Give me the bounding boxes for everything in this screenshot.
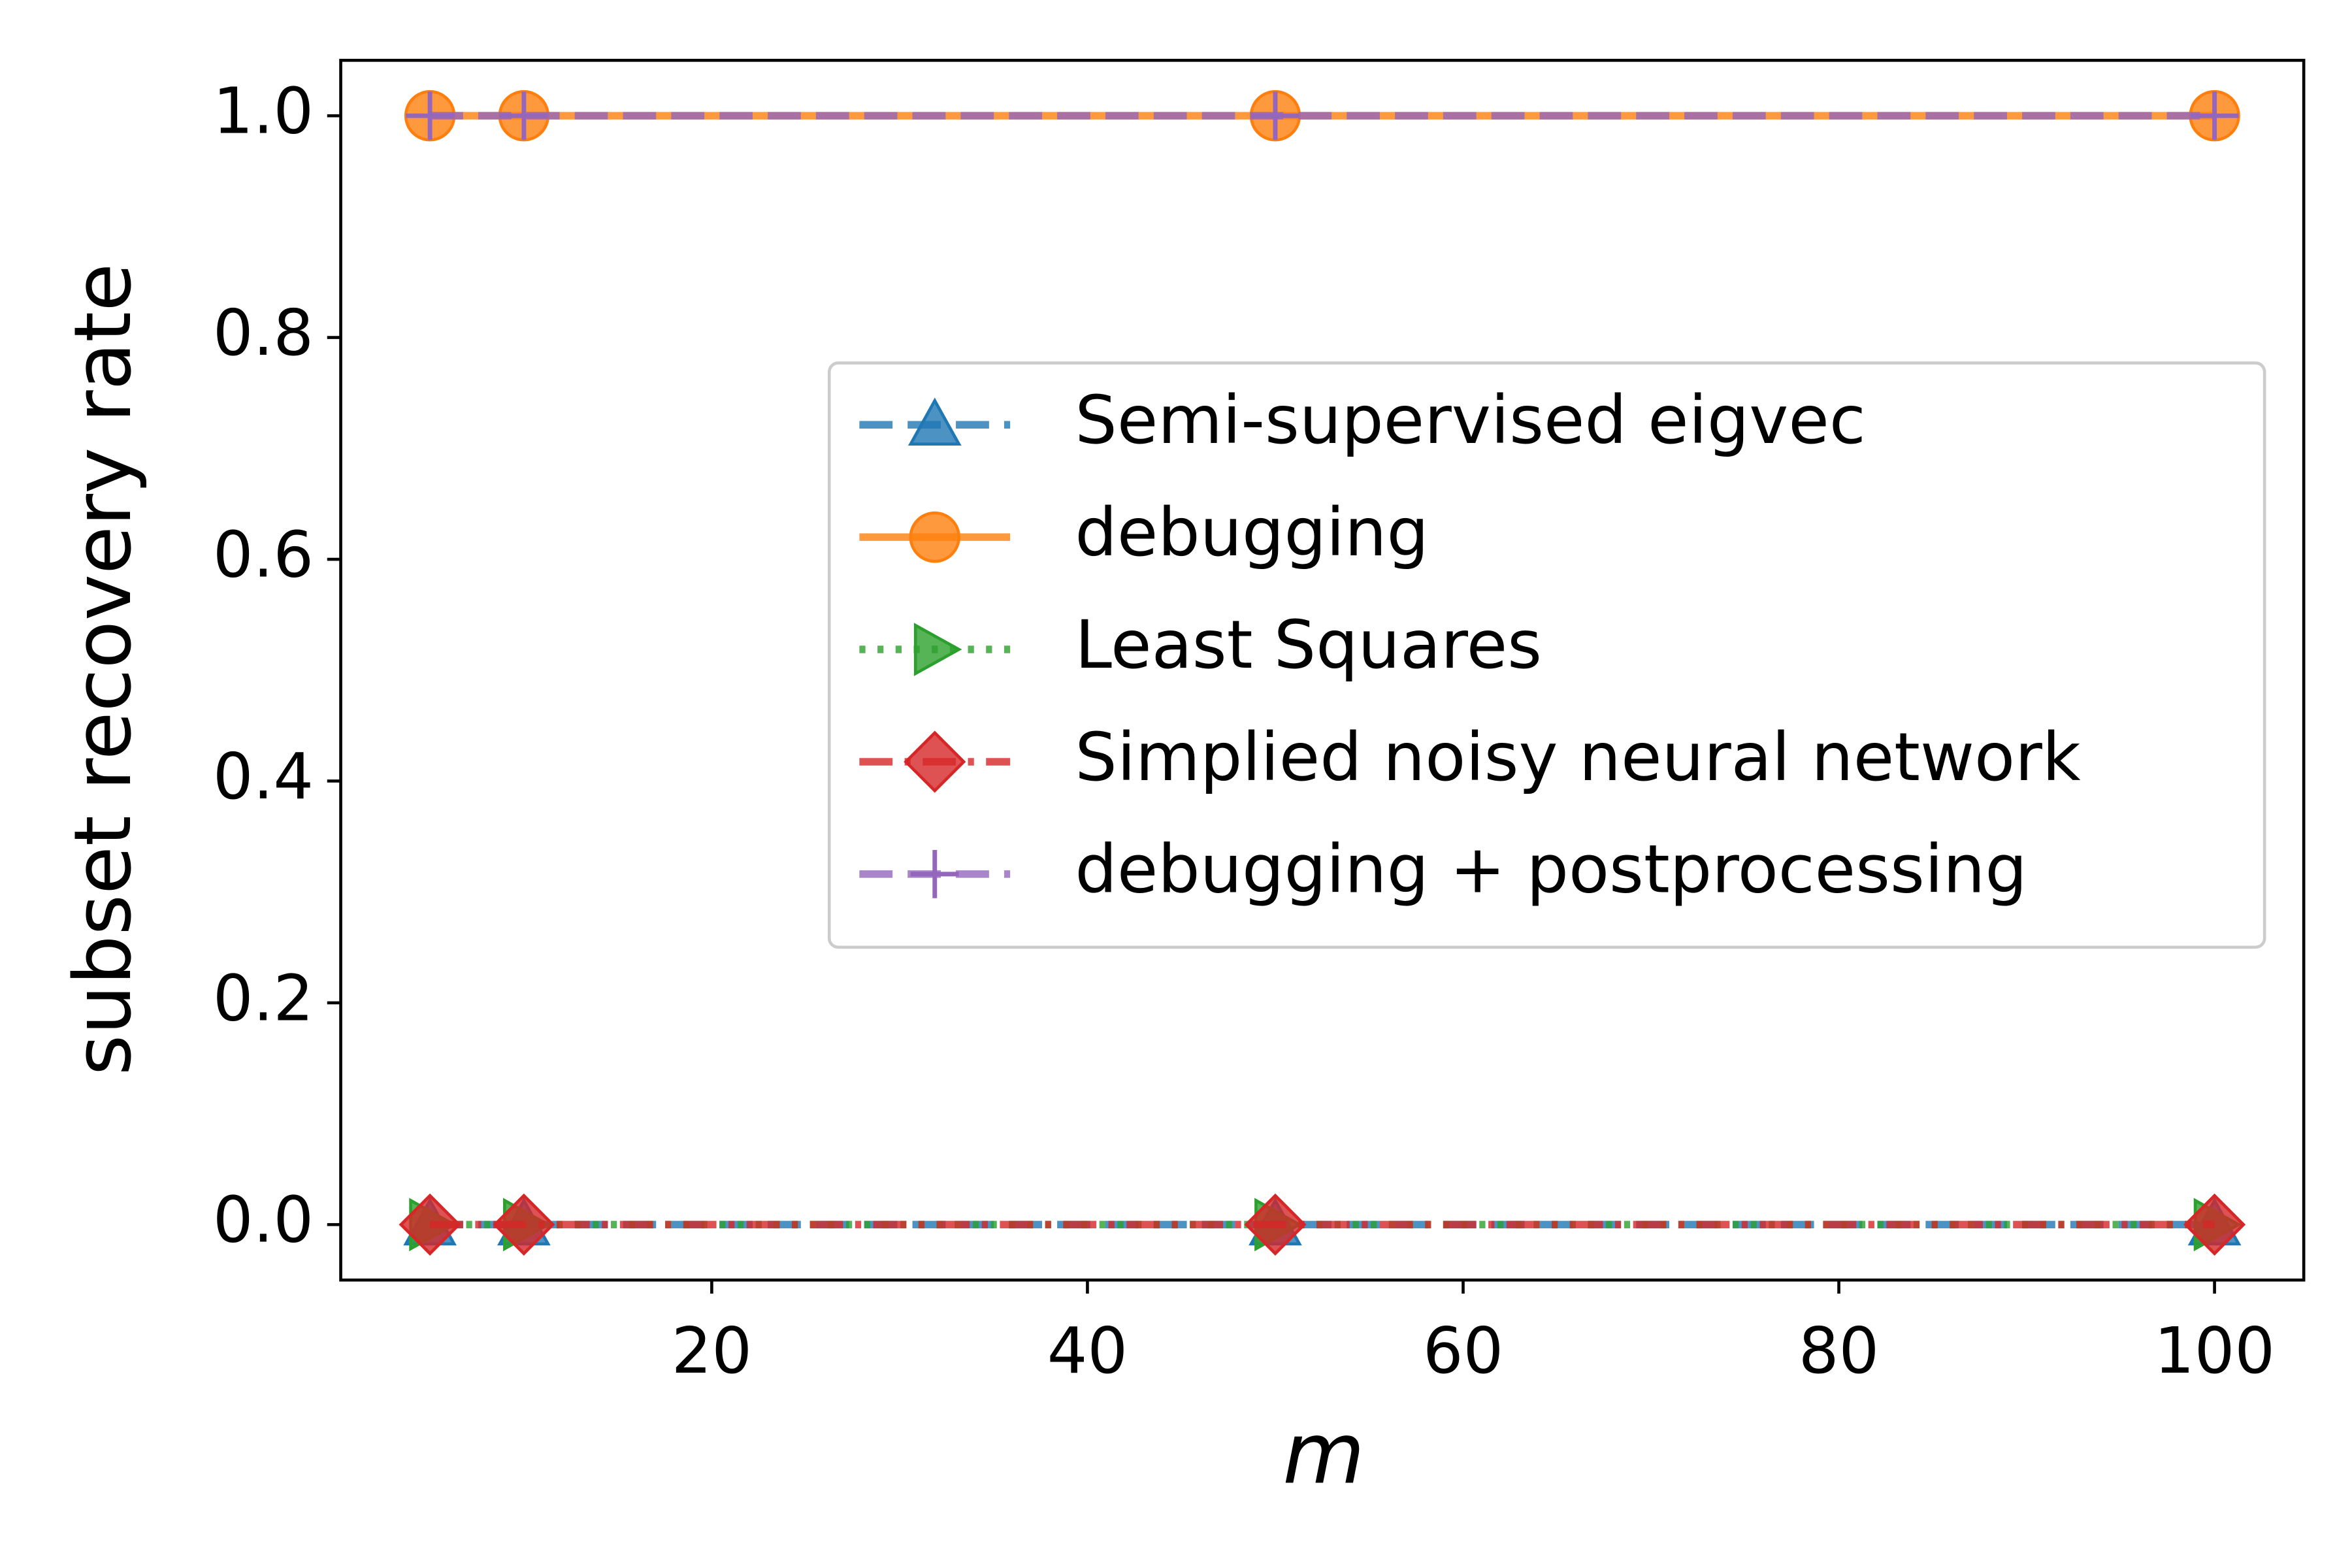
x-tick-label: 20 xyxy=(672,1314,752,1388)
legend-label: debugging + postprocessing xyxy=(1075,831,2027,908)
marker xyxy=(399,1193,461,1256)
y-tick-label: 0.0 xyxy=(213,1183,314,1257)
y-axis-label: subset recovery rate xyxy=(58,263,149,1075)
marker xyxy=(904,730,966,793)
x-tick-label: 60 xyxy=(1423,1314,1503,1388)
legend-label: debugging xyxy=(1075,494,1429,571)
x-tick-label: 100 xyxy=(2154,1314,2275,1388)
marker xyxy=(907,397,962,446)
legend-label: Simplied noisy neural network xyxy=(1075,719,2080,796)
marker xyxy=(406,91,455,140)
y-tick-label: 0.8 xyxy=(213,296,314,370)
y-tick-label: 0.2 xyxy=(213,961,314,1035)
marker xyxy=(913,623,962,676)
legend-label: Semi-supervised eigvec xyxy=(1075,382,1865,459)
y-tick-label: 0.4 xyxy=(213,740,314,813)
legend: Semi-supervised eigvec debugging Least Squ… xyxy=(827,361,2266,949)
marker xyxy=(909,511,960,563)
marker xyxy=(1251,91,1299,140)
marker xyxy=(2183,1193,2246,1256)
plot-frame xyxy=(339,59,2306,1282)
marker xyxy=(493,1193,555,1256)
marker xyxy=(910,849,959,898)
marker xyxy=(2190,91,2239,140)
marker xyxy=(1244,1193,1307,1256)
x-axis-label: m xyxy=(1282,1405,1365,1503)
legend-frame xyxy=(827,361,2266,949)
x-tick-label: 40 xyxy=(1047,1314,1128,1388)
y-tick-label: 0.6 xyxy=(213,517,314,591)
x-tick-label: 80 xyxy=(1799,1314,1879,1388)
legend-label: Least Squares xyxy=(1075,606,1542,683)
y-tick-label: 1.0 xyxy=(213,74,314,148)
marker xyxy=(499,91,548,140)
